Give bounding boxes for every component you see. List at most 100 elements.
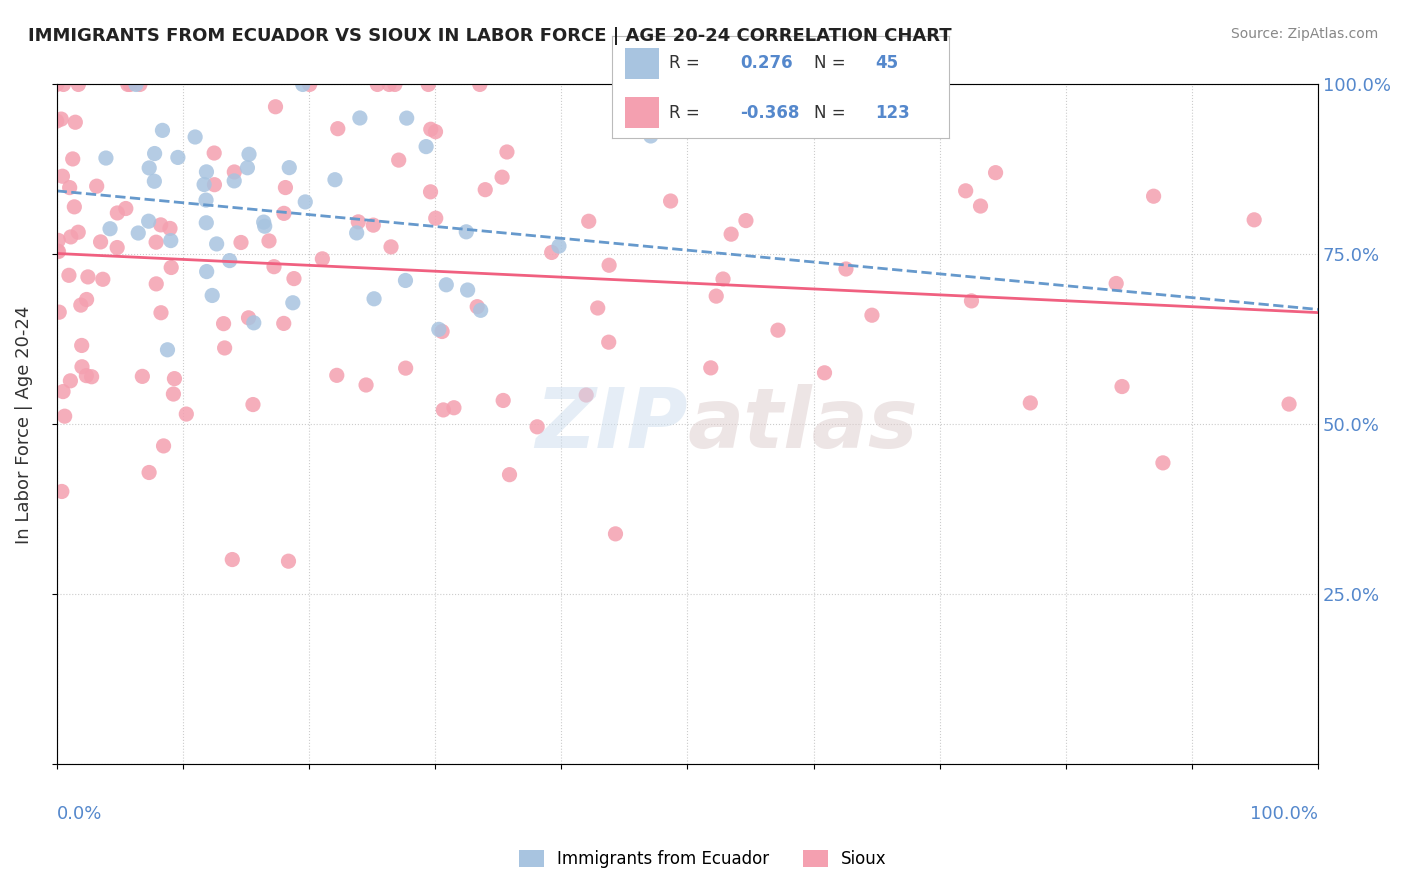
Point xyxy=(59,180,82,194)
Point xyxy=(69,298,91,312)
Point xyxy=(242,316,264,330)
Point xyxy=(125,78,148,92)
Point xyxy=(457,283,479,297)
Point xyxy=(76,293,98,307)
Point xyxy=(162,387,184,401)
Point xyxy=(366,78,388,92)
Point xyxy=(432,403,454,417)
Point xyxy=(46,244,69,258)
Point xyxy=(184,130,207,145)
Point xyxy=(52,384,75,399)
Point xyxy=(326,121,349,136)
Point xyxy=(131,369,153,384)
Point xyxy=(419,122,441,136)
Point xyxy=(149,218,172,232)
Point xyxy=(204,178,226,192)
Point xyxy=(257,234,280,248)
Point xyxy=(152,123,174,137)
Text: 0.276: 0.276 xyxy=(740,54,793,72)
Point xyxy=(91,272,114,286)
Point xyxy=(138,214,160,228)
Point xyxy=(347,215,370,229)
Point xyxy=(128,78,150,92)
Point xyxy=(46,234,69,248)
Point xyxy=(1105,277,1128,291)
Point xyxy=(605,526,627,541)
Point xyxy=(159,221,181,235)
Point xyxy=(53,409,76,424)
Point xyxy=(491,170,513,185)
Point xyxy=(960,293,983,308)
Point xyxy=(1243,212,1265,227)
Point xyxy=(395,361,418,376)
Point xyxy=(659,194,682,208)
Point xyxy=(456,225,478,239)
Point xyxy=(176,407,198,421)
FancyBboxPatch shape xyxy=(626,97,659,128)
Text: Source: ZipAtlas.com: Source: ZipAtlas.com xyxy=(1230,27,1378,41)
Point xyxy=(264,100,287,114)
Point xyxy=(253,219,276,234)
Point xyxy=(380,240,402,254)
Point xyxy=(195,193,218,207)
Point xyxy=(419,185,441,199)
Point xyxy=(242,398,264,412)
Point xyxy=(955,184,977,198)
Text: R =: R = xyxy=(669,103,700,121)
FancyBboxPatch shape xyxy=(626,48,659,78)
Point xyxy=(105,206,128,220)
Point xyxy=(117,78,139,92)
Y-axis label: In Labor Force | Age 20-24: In Labor Force | Age 20-24 xyxy=(15,305,32,543)
Point xyxy=(323,172,346,186)
Point xyxy=(236,161,259,175)
Point xyxy=(363,292,385,306)
Point xyxy=(443,401,465,415)
Point xyxy=(263,260,285,274)
Point xyxy=(152,439,174,453)
Point xyxy=(51,169,73,184)
Point xyxy=(586,301,609,315)
Point xyxy=(711,272,734,286)
Point xyxy=(94,151,117,165)
Point xyxy=(221,552,243,566)
Point xyxy=(540,245,562,260)
Point xyxy=(860,308,883,322)
Point xyxy=(51,484,73,499)
Point xyxy=(67,78,90,92)
Point xyxy=(238,310,260,325)
Point xyxy=(311,252,333,266)
Point xyxy=(218,253,240,268)
Text: N =: N = xyxy=(814,103,845,121)
Point xyxy=(224,165,246,179)
Point xyxy=(598,258,620,272)
Point xyxy=(1111,379,1133,393)
Point xyxy=(70,338,93,352)
Point xyxy=(48,244,70,259)
Point xyxy=(86,179,108,194)
Point xyxy=(704,289,727,303)
Point xyxy=(51,112,73,127)
Text: -0.368: -0.368 xyxy=(740,103,799,121)
Point xyxy=(474,183,496,197)
Point xyxy=(214,341,236,355)
Point xyxy=(465,300,488,314)
Point xyxy=(58,268,80,283)
Point xyxy=(598,335,620,350)
Point xyxy=(149,306,172,320)
Point xyxy=(278,161,301,175)
Point xyxy=(388,153,411,167)
Point xyxy=(70,359,93,374)
Point xyxy=(145,235,167,250)
Text: 123: 123 xyxy=(875,103,910,121)
Point xyxy=(193,178,215,192)
Point xyxy=(77,269,100,284)
Point xyxy=(835,262,858,277)
Point xyxy=(575,388,598,402)
Point xyxy=(202,146,225,161)
Text: N =: N = xyxy=(814,54,845,72)
Point xyxy=(427,322,450,336)
Point xyxy=(48,305,70,319)
Point xyxy=(167,150,190,164)
Point xyxy=(212,317,235,331)
Text: ZIP: ZIP xyxy=(534,384,688,465)
